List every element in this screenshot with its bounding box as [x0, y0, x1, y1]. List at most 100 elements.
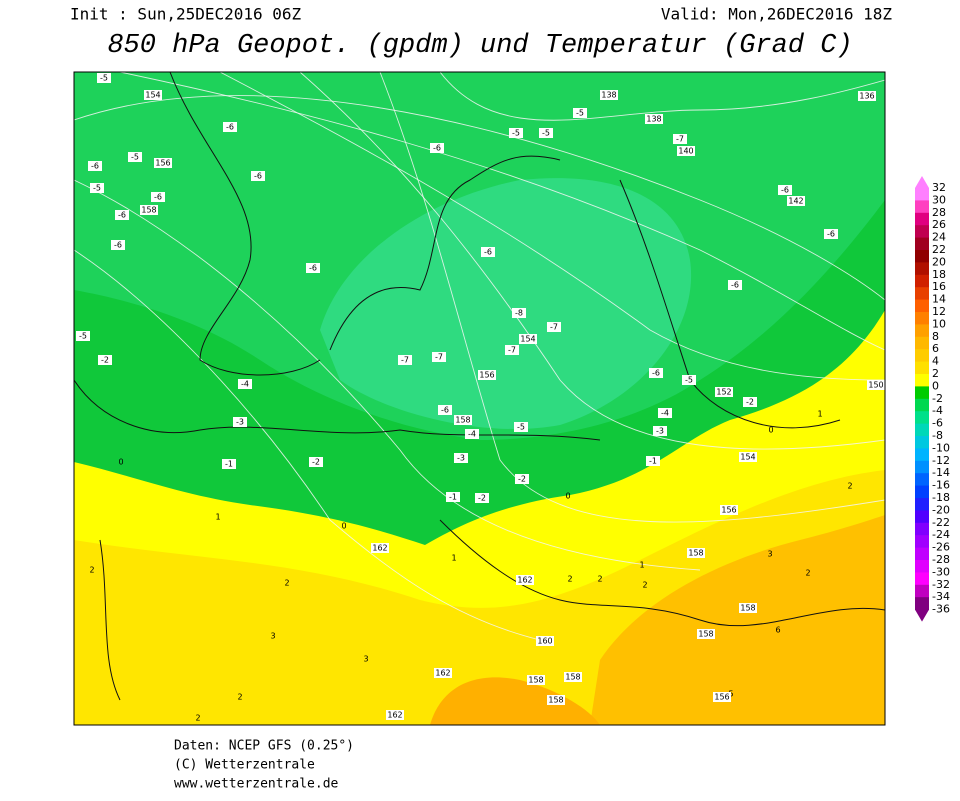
- colorbar-band: [915, 312, 929, 325]
- label-box: [76, 331, 90, 341]
- isotherm-label: 0: [341, 522, 346, 531]
- label-box: [677, 146, 695, 156]
- label-box: [739, 603, 757, 613]
- isotherm-label: 2: [284, 579, 289, 588]
- label-box: [867, 380, 885, 390]
- colorbar-label: 8: [932, 330, 939, 343]
- geopotential-label: 162: [435, 669, 450, 678]
- colorbar-band: [915, 597, 929, 611]
- colorbar-band: [915, 349, 929, 363]
- geopotential-label: 138: [601, 91, 616, 100]
- label-box: [478, 370, 496, 380]
- colorbar-label: 30: [932, 193, 946, 206]
- temperature-label: -2: [312, 458, 320, 467]
- colorbar-label: -34: [932, 590, 950, 603]
- colorbar-label: 28: [932, 206, 946, 219]
- temperature-label: -1: [225, 460, 233, 469]
- temperature-label: -5: [517, 423, 525, 432]
- colorbar-cap: [915, 176, 929, 188]
- isotherm-label: 2: [805, 569, 810, 578]
- temperature-label: -2: [518, 475, 526, 484]
- colorbar-band: [915, 436, 929, 449]
- warm-area-4: [590, 515, 885, 725]
- colorbar-label: -12: [932, 454, 950, 467]
- warm-area-5: [430, 677, 600, 725]
- temperature-label: -6: [254, 172, 262, 181]
- label-box: [547, 695, 565, 705]
- geopotential-label: 162: [372, 544, 387, 553]
- geopotential-label: 158: [698, 630, 713, 639]
- temperature-label: -6: [484, 248, 492, 257]
- colorbar-band: [915, 535, 929, 549]
- isotherm-label: 3: [270, 632, 275, 641]
- isotherm-label: 2: [195, 714, 200, 723]
- label-box: [728, 280, 742, 290]
- geopotential-label: 162: [517, 576, 532, 585]
- temperature-label: -5: [131, 153, 139, 162]
- colorbar-band: [915, 448, 929, 462]
- isotherm-label: 3: [363, 655, 368, 664]
- geopotential-label: 156: [155, 159, 170, 168]
- temperature-label: -6: [652, 369, 660, 378]
- colorbar-band: [915, 398, 929, 412]
- temperature-label: -6: [827, 230, 835, 239]
- colorbar-label: -8: [932, 429, 943, 442]
- label-box: [386, 710, 404, 720]
- colorbar-label: 18: [932, 268, 946, 281]
- isotherm-label: 2: [237, 693, 242, 702]
- label-box: [98, 355, 112, 365]
- colorbar-band: [915, 572, 929, 586]
- label-box: [512, 308, 526, 318]
- label-box: [646, 456, 660, 466]
- label-box: [682, 375, 696, 385]
- isotherm-label: 2: [567, 575, 572, 584]
- valid-time: Valid: Mon,26DEC2016 18Z: [661, 5, 893, 24]
- colorbar-band: [915, 498, 929, 511]
- temperature-label: -1: [649, 457, 657, 466]
- label-box: [140, 205, 158, 215]
- colorbar-label: 14: [932, 293, 946, 306]
- label-box: [446, 492, 460, 502]
- colorbar-band: [915, 274, 929, 288]
- temperature-label: -3: [457, 454, 465, 463]
- colorbar-band: [915, 336, 929, 350]
- label-box: [697, 629, 715, 639]
- label-box: [154, 158, 172, 168]
- colorbar-label: -36: [932, 603, 950, 616]
- temperature-label: -7: [508, 346, 516, 355]
- label-box: [465, 429, 479, 439]
- label-box: [233, 417, 247, 427]
- label-box: [432, 352, 446, 362]
- geopotential-label: 158: [740, 604, 755, 613]
- label-box: [223, 122, 237, 132]
- temperature-label: -5: [685, 376, 693, 385]
- colorbar-band: [915, 386, 929, 400]
- isotherm-label: 2: [89, 566, 94, 575]
- colorbar-label: -18: [932, 491, 950, 504]
- isotherm-label: 2: [642, 581, 647, 590]
- label-box: [509, 128, 523, 138]
- temperature-label: -5: [542, 129, 550, 138]
- map-frame: [73, 71, 886, 726]
- temperature-label: -6: [433, 144, 441, 153]
- colorbar-label: 2: [932, 367, 939, 380]
- temperature-label: -4: [661, 409, 669, 418]
- temperature-label: -6: [154, 193, 162, 202]
- label-box: [547, 322, 561, 332]
- label-box: [454, 453, 468, 463]
- colorbar-label: -22: [932, 516, 950, 529]
- label-box: [649, 368, 663, 378]
- label-box: [111, 240, 125, 250]
- footer-line: www.wetterzentrale.de: [174, 777, 339, 792]
- colorbar-band: [915, 522, 929, 536]
- label-box: [475, 493, 489, 503]
- colorbar-label: 24: [932, 231, 946, 244]
- colorbar-band: [915, 423, 929, 437]
- temperature-label: -6: [731, 281, 739, 290]
- colorbar-label: 6: [932, 342, 939, 355]
- colorbar-band: [915, 188, 929, 201]
- label-box: [600, 90, 618, 100]
- label-box: [481, 247, 495, 257]
- colorbar-band: [915, 200, 929, 214]
- colorbar-band: [915, 485, 929, 499]
